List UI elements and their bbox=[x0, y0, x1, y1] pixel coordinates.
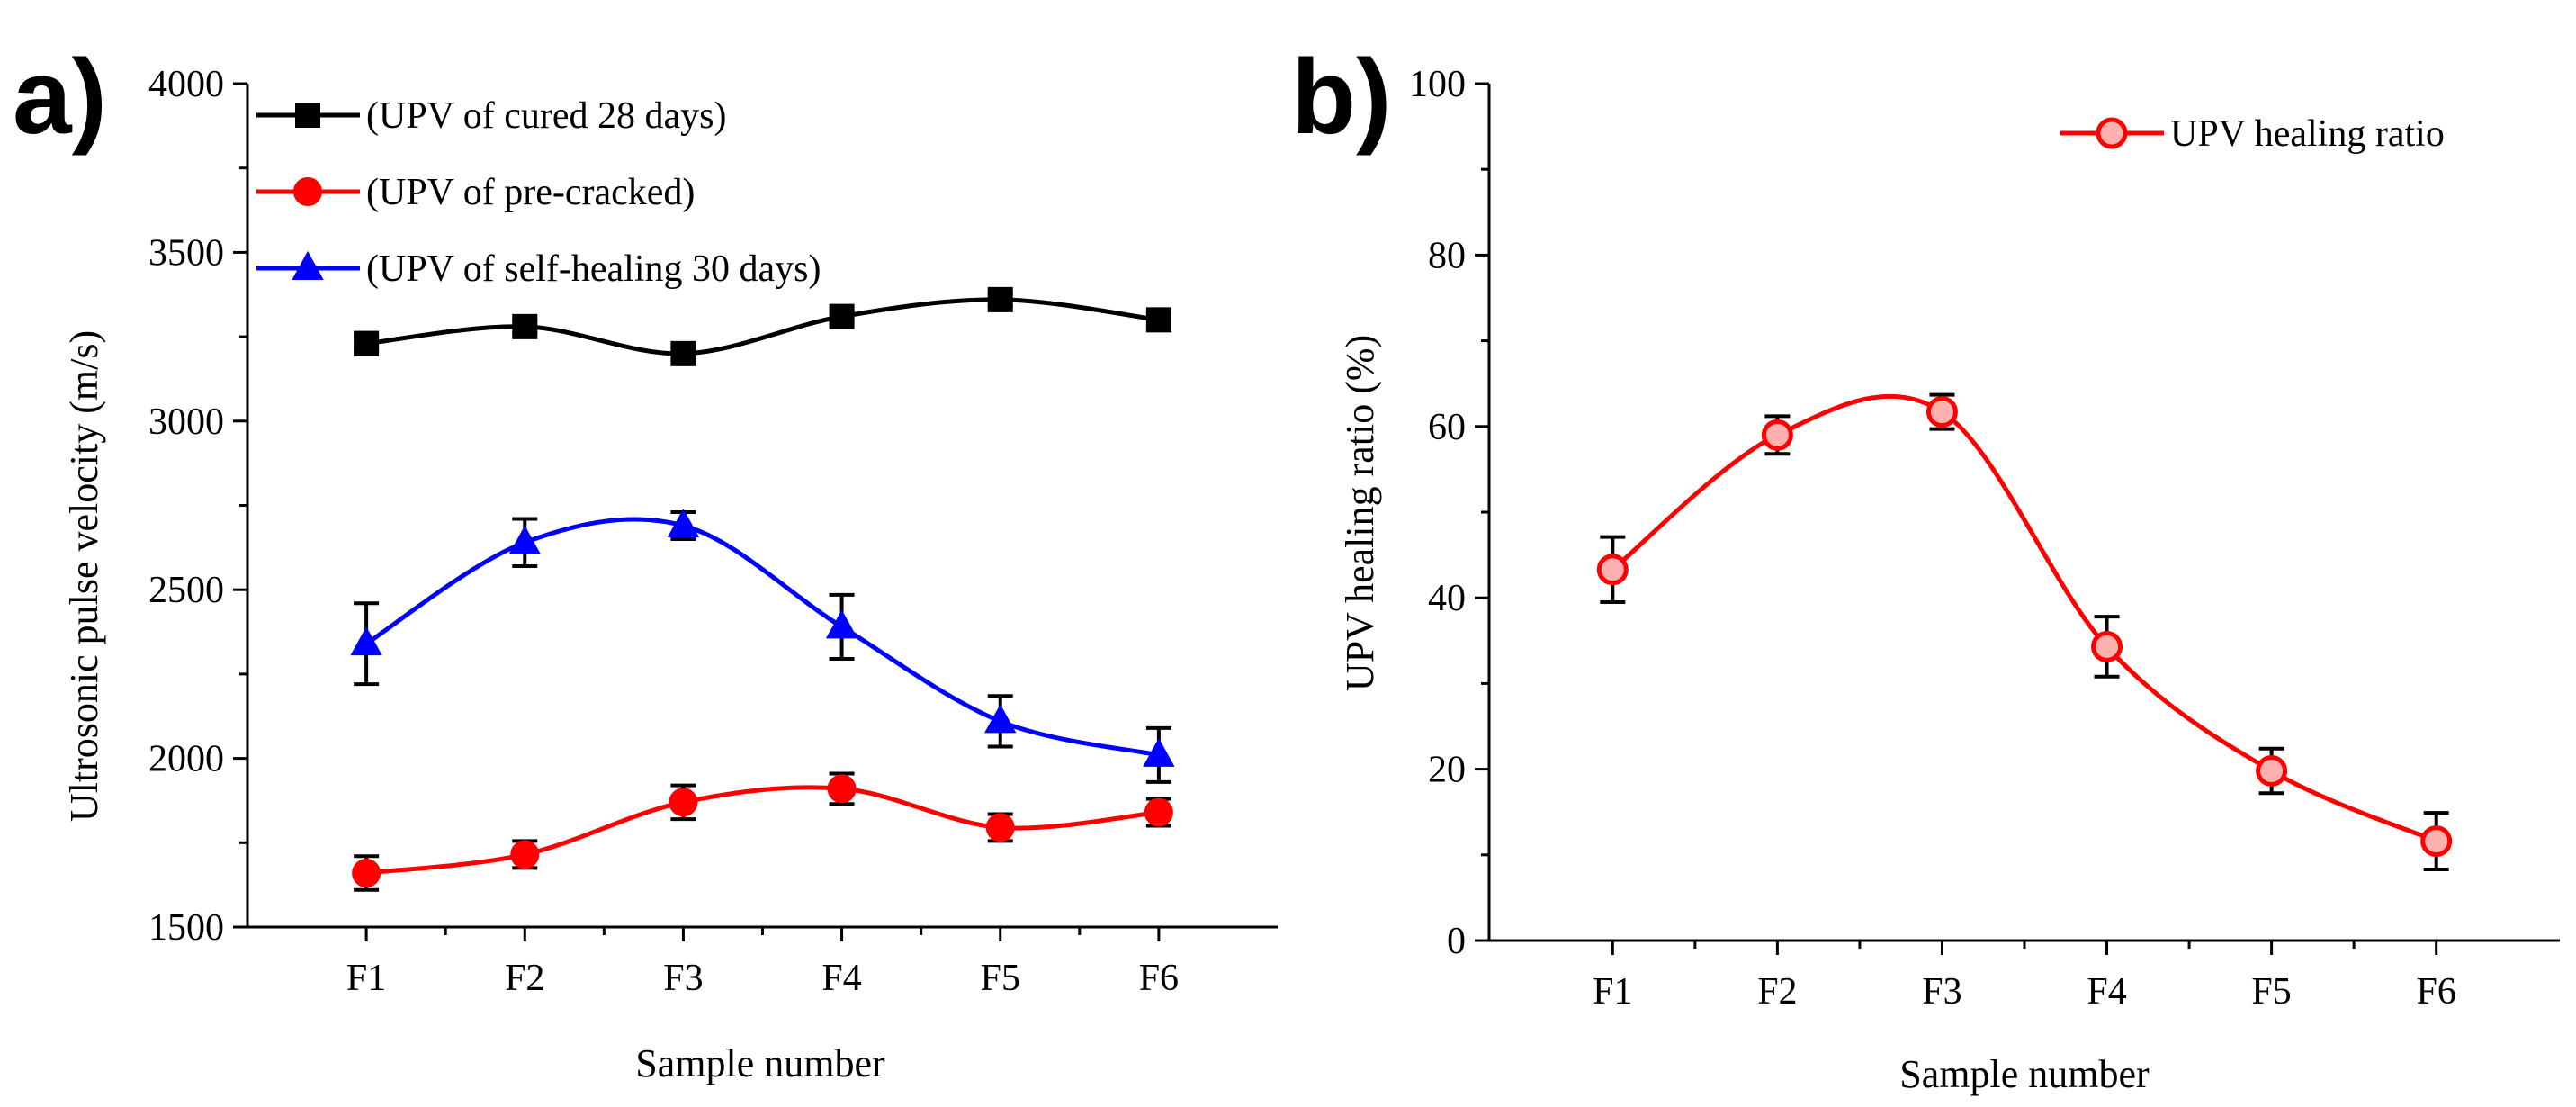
data-point bbox=[1143, 737, 1175, 767]
legend-label: (UPV of cured 28 days) bbox=[366, 95, 726, 137]
data-point bbox=[508, 525, 541, 554]
panel-b-x-tick-label: F2 bbox=[1757, 971, 1797, 1012]
panel-a-y-tick-label: 4000 bbox=[148, 64, 224, 105]
data-point bbox=[667, 508, 700, 537]
panel-b-y-tick-label: 40 bbox=[1428, 578, 1466, 619]
legend-label: UPV healing ratio bbox=[2170, 113, 2445, 155]
series-line bbox=[364, 517, 1160, 758]
panel-b-x-tick-label: F6 bbox=[2417, 971, 2456, 1012]
panel-b-y-tick-label: 0 bbox=[1447, 921, 1466, 962]
data-point bbox=[985, 813, 1015, 842]
legend-label: (UPV of self-healing 30 days) bbox=[366, 248, 821, 290]
data-point bbox=[354, 330, 380, 356]
panel-b-legend: UPV healing ratio bbox=[2060, 113, 2445, 155]
panel-b-y-axis-title: UPV healing ratio (%) bbox=[1338, 335, 1382, 691]
legend-entry: (UPV of pre-cracked) bbox=[256, 172, 695, 213]
data-point bbox=[1761, 418, 1793, 451]
legend-entry: UPV healing ratio bbox=[2060, 113, 2445, 155]
data-point bbox=[2091, 630, 2123, 662]
legend-marker bbox=[293, 177, 322, 206]
data-point bbox=[669, 788, 698, 817]
panel-a-y-tick-label: 2000 bbox=[148, 739, 224, 780]
panel-b-y-tick-label: 100 bbox=[1409, 64, 1466, 105]
panel-b-x-tick-label: F5 bbox=[2251, 971, 2291, 1012]
legend-marker bbox=[2096, 117, 2128, 149]
data-point bbox=[984, 704, 1017, 734]
data-point bbox=[512, 313, 538, 339]
data-point bbox=[1596, 554, 1629, 586]
panel-b-y-tick-label: 60 bbox=[1428, 407, 1466, 448]
panel-b-x-tick-label: F3 bbox=[1922, 971, 1961, 1012]
panel-b-label: b) bbox=[1291, 38, 1391, 157]
panel-a-x-axis-title: Sample number bbox=[635, 1041, 885, 1085]
panel-b-x-tick-label: F4 bbox=[2087, 971, 2126, 1012]
panel-b-x-axis-title: Sample number bbox=[1899, 1052, 2150, 1096]
panel-a-x-tick-label: F3 bbox=[663, 958, 703, 999]
legend-entry: (UPV of cured 28 days) bbox=[256, 95, 726, 137]
data-point bbox=[352, 859, 381, 888]
panel-a-series-0 bbox=[354, 286, 1171, 366]
panel-a-x-tick-label: F6 bbox=[1139, 958, 1179, 999]
panel-a-x-tick-label: F5 bbox=[981, 958, 1020, 999]
panel-a-series-1 bbox=[352, 771, 1173, 892]
legend-marker bbox=[292, 250, 324, 280]
panel-a-x-tick-label: F2 bbox=[505, 958, 544, 999]
panel-b-series-0 bbox=[1596, 392, 2453, 871]
data-point bbox=[1144, 797, 1173, 827]
data-point bbox=[510, 840, 540, 869]
panel-a-label: a) bbox=[13, 38, 107, 157]
legend-marker bbox=[295, 103, 320, 128]
panel-a-x-tick-label: F1 bbox=[346, 958, 386, 999]
data-point bbox=[825, 609, 858, 639]
legend-label: (UPV of pre-cracked) bbox=[366, 172, 695, 213]
panel-a-plot: 1500 2000 2500 3000 3500 4000 F1 F2 F3 F4 F5 F6 bbox=[148, 64, 1278, 999]
chart-panel-b: b) 0 20 40 60 80 100 F1 F2 F3 F4 F5 F6 Sample numbe… bbox=[1291, 38, 2560, 1096]
panel-b-y-tick-label: 20 bbox=[1428, 750, 1466, 791]
panel-b-plot: 0 20 40 60 80 100 F1 F2 F3 F4 F5 F6 bbox=[1409, 64, 2560, 1012]
data-point bbox=[987, 286, 1013, 312]
panel-a-y-tick-label: 2500 bbox=[148, 570, 224, 611]
panel-b-x-tick-label: F1 bbox=[1593, 971, 1632, 1012]
panel-b-y-tick-label: 80 bbox=[1428, 235, 1466, 276]
panel-a-series-2 bbox=[350, 508, 1175, 784]
series-line bbox=[1611, 393, 2437, 843]
panel-a-y-tick-label: 1500 bbox=[148, 907, 224, 949]
legend-entry: (UPV of self-healing 30 days) bbox=[256, 248, 821, 290]
panel-a-y-tick-label: 3500 bbox=[148, 232, 224, 274]
panel-a-y-tick-label: 3000 bbox=[148, 401, 224, 443]
panel-a-legend: (UPV of cured 28 days) (UPV of pre-cracke… bbox=[256, 95, 821, 290]
data-point bbox=[1925, 396, 1958, 428]
data-point bbox=[827, 774, 857, 804]
data-point bbox=[1145, 307, 1171, 333]
data-point bbox=[2420, 825, 2453, 858]
data-point bbox=[829, 303, 855, 329]
panel-a-y-axis-title: Ultrosonic pulse velocity (m/s) bbox=[62, 330, 106, 822]
panel-a-x-tick-label: F4 bbox=[821, 958, 861, 999]
series-line bbox=[365, 297, 1160, 356]
series-line bbox=[365, 785, 1160, 876]
data-point bbox=[350, 626, 382, 656]
data-point bbox=[670, 340, 696, 366]
data-point bbox=[2256, 755, 2288, 788]
